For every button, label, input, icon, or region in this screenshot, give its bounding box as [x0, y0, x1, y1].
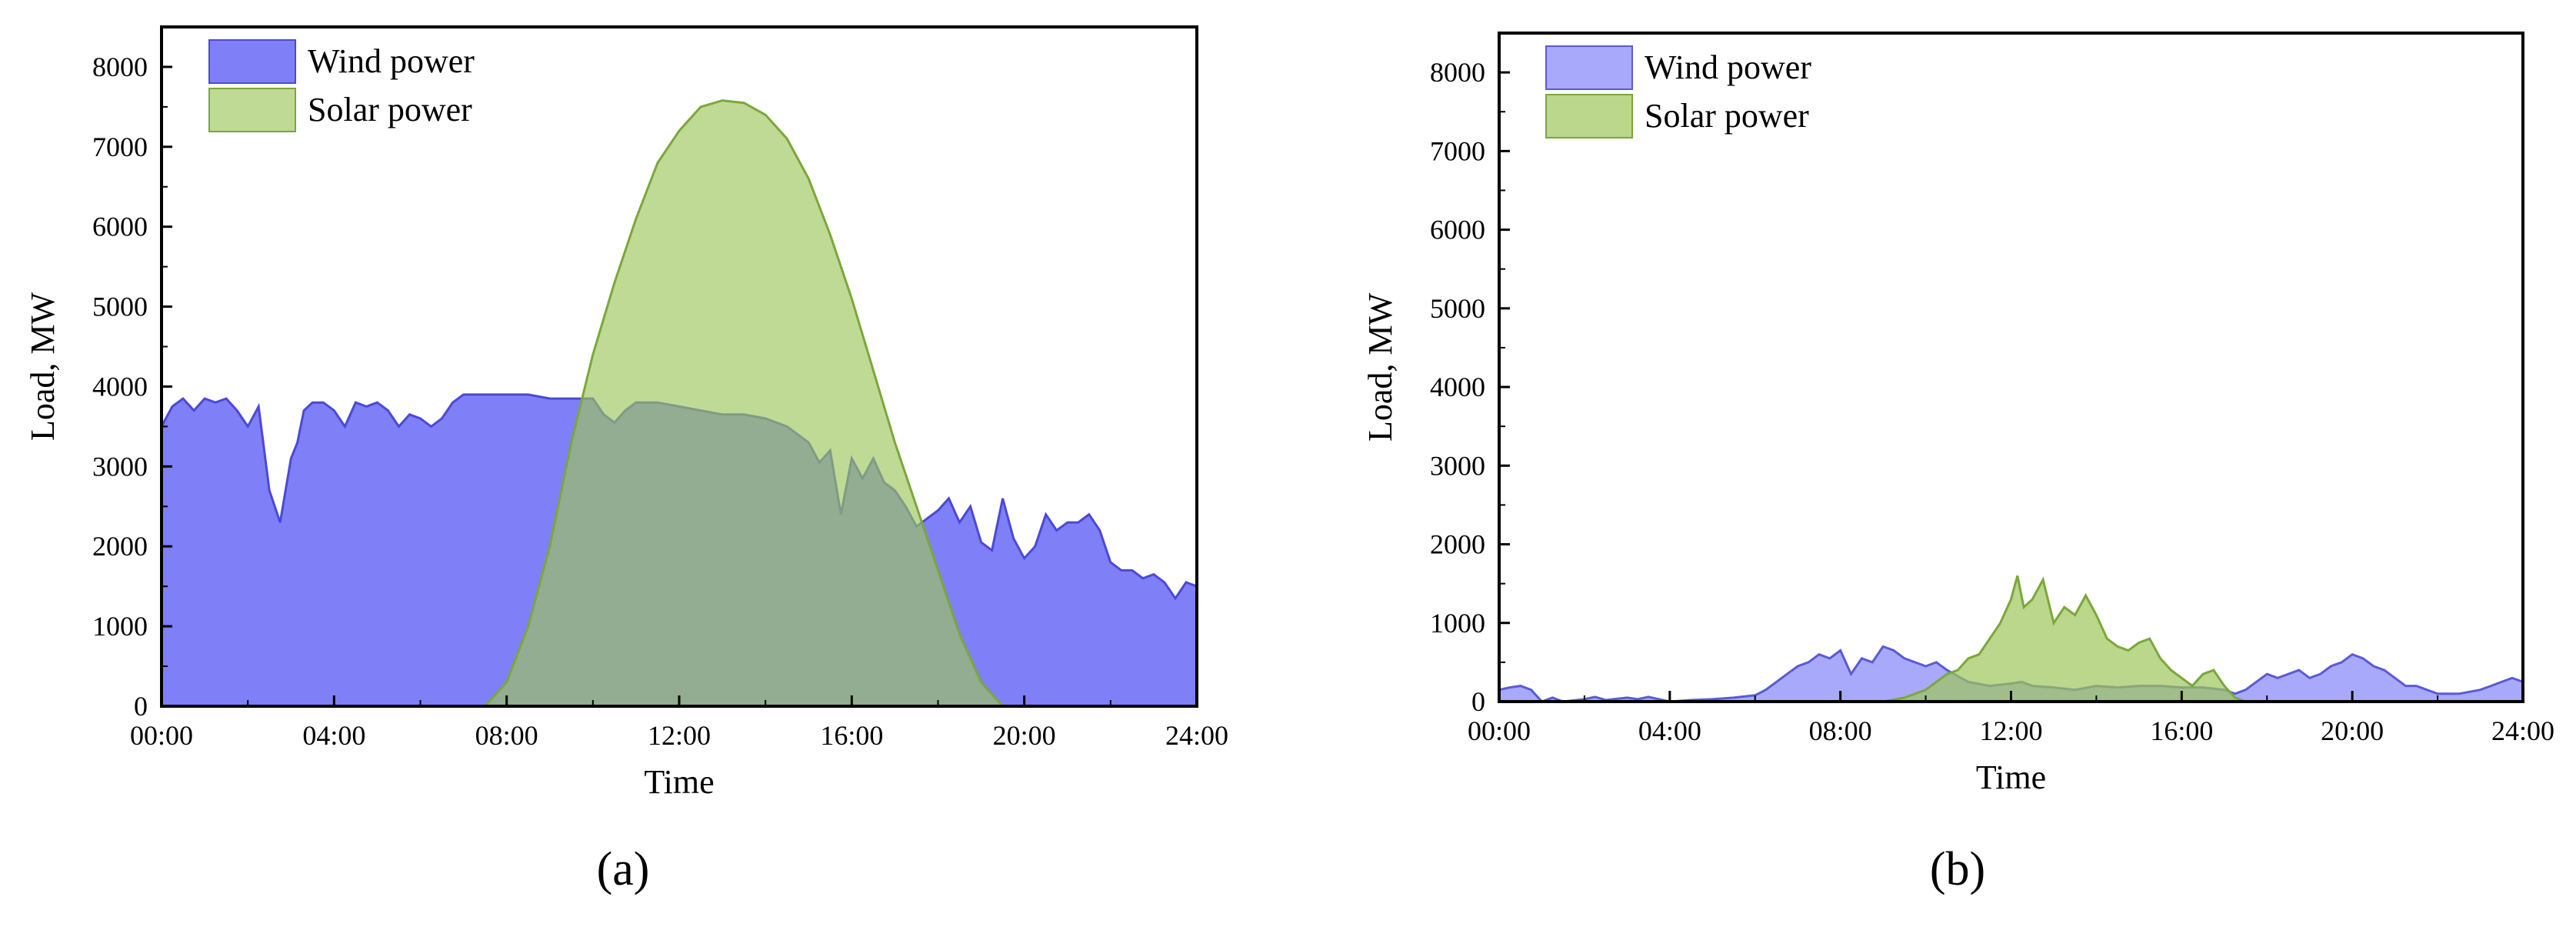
x-tick-label: 24:00 [1165, 720, 1228, 751]
x-tick-label: 20:00 [993, 720, 1056, 751]
x-tick-label: 04:00 [302, 720, 365, 751]
x-tick-label: 12:00 [648, 720, 711, 751]
legend-swatch-wind-power [208, 39, 296, 84]
y-tick-label: 4000 [1430, 372, 1485, 402]
x-tick-label: 00:00 [1468, 715, 1531, 746]
x-tick-label: 04:00 [1638, 715, 1701, 746]
y-tick-label: 5000 [92, 292, 148, 322]
y-axis-title: Load, MW [24, 292, 62, 442]
y-tick-label: 6000 [92, 212, 148, 242]
x-tick-label: 16:00 [2150, 715, 2213, 746]
y-tick-label: 4000 [92, 371, 148, 402]
legend-swatch-solar-power [1545, 94, 1633, 138]
y-axis-title: Load, MW [1361, 293, 1399, 442]
x-tick-label: 12:00 [1979, 715, 2042, 746]
y-tick-label: 2000 [1430, 529, 1485, 560]
y-tick-label: 8000 [92, 52, 148, 82]
legend-swatch-wind-power [1545, 45, 1633, 90]
x-tick-label: 16:00 [820, 720, 883, 751]
x-tick-label: 00:00 [130, 720, 193, 751]
y-tick-label: 7000 [92, 132, 148, 162]
legend-swatch-solar-power [208, 88, 296, 132]
x-tick-label: 08:00 [1809, 715, 1872, 746]
y-tick-label: 0 [1471, 686, 1485, 717]
legend-label: Wind power [1645, 48, 1811, 86]
y-tick-label: 3000 [1430, 450, 1485, 481]
x-axis-title: Time [1976, 759, 2046, 796]
x-axis-title: Time [644, 763, 714, 801]
x-tick-label: 20:00 [2321, 715, 2384, 746]
panel-label: (b) [1930, 843, 1985, 895]
x-tick-label: 24:00 [2491, 715, 2554, 746]
chart-panel-a: 0 1000 2000 3000 4000 5000 6000 7000 8000 00:00 04… [24, 25, 1228, 895]
y-tick-label: 2000 [92, 531, 148, 562]
area-solar-power [162, 99, 1197, 708]
y-tick-label: 5000 [1430, 293, 1485, 324]
y-tick-label: 3000 [92, 451, 148, 482]
y-tick-label: 7000 [1430, 135, 1485, 166]
legend-label: Solar power [1645, 97, 1809, 135]
y-tick-label: 6000 [1430, 215, 1485, 245]
x-tick-label: 08:00 [475, 720, 538, 751]
chart-panel-b: 0 1000 2000 3000 4000 5000 6000 7000 8000 00:00 04… [1361, 32, 2554, 895]
y-tick-label: 1000 [92, 611, 148, 642]
legend-label: Solar power [308, 91, 472, 128]
panel-label: (a) [597, 843, 650, 895]
y-tick-label: 8000 [1430, 57, 1485, 88]
y-tick-label: 0 [134, 691, 148, 722]
y-tick-label: 1000 [1430, 608, 1485, 639]
legend-label: Wind power [308, 42, 475, 80]
area-solar-power [1499, 575, 2523, 703]
